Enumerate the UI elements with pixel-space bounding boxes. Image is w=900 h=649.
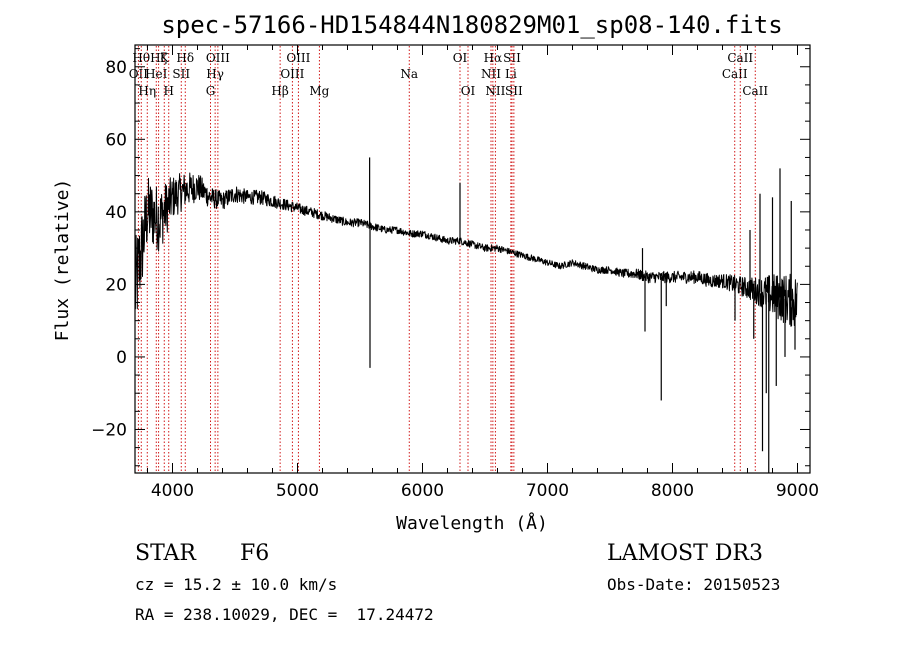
line-marker-label-0: OII	[129, 67, 149, 81]
line-marker-label-3: HeI	[145, 67, 168, 81]
line-marker-label-21: NII	[485, 84, 505, 98]
line-marker-label-7: SII	[172, 67, 190, 81]
line-marker-label-14: OIII	[286, 51, 310, 65]
x-tick-label-0: 4000	[151, 481, 194, 501]
x-tick-label-2: 6000	[401, 481, 444, 501]
y-tick-label-4: 60	[105, 130, 127, 150]
line-marker-label-25: CaII	[722, 67, 748, 81]
line-marker-label-12: Hβ	[271, 84, 288, 98]
line-marker-label-8: Hδ	[176, 51, 194, 65]
line-marker-label-6: H	[164, 84, 174, 98]
y-tick-label-3: 40	[105, 203, 127, 223]
line-marker-label-9: G	[206, 84, 216, 98]
line-marker-label-1: Hθ	[132, 51, 150, 65]
x-tick-label-1: 5000	[276, 481, 319, 501]
line-marker-label-24: SII	[505, 84, 523, 98]
axis-ticks: 4000 5000 6000 7000 8000 9000 −20 0 20 40 60 80	[91, 45, 819, 501]
line-marker-label-17: OI	[453, 51, 468, 65]
y-tick-label-2: 20	[105, 275, 127, 295]
line-marker-label-11: OIII	[206, 51, 230, 65]
line-marker-label-20: Hα	[484, 51, 503, 65]
class-label: STAR	[135, 541, 197, 566]
x-tick-label-5: 9000	[776, 481, 819, 501]
line-marker-label-19: NII	[481, 67, 501, 81]
line-marker-label-10: Hγ	[206, 67, 224, 81]
y-tick-label-0: −20	[91, 420, 127, 440]
x-tick-label-4: 8000	[651, 481, 694, 501]
plot-frame	[134, 44, 811, 474]
cz-text: cz = 15.2 ± 10.0 km/s	[135, 575, 337, 594]
line-marker-label-18: OI	[461, 84, 476, 98]
obs-date-text: Obs-Date: 20150523	[607, 575, 780, 594]
line-marker-label-2: Hη	[138, 84, 156, 98]
spectrum-line	[134, 172, 798, 327]
line-marker-label-4: Hζ	[150, 51, 167, 65]
radec-text: RA = 238.10029, DEC = 17.24472	[135, 605, 434, 624]
x-axis-label: Wavelength (Å)	[396, 512, 548, 534]
spectrum-group	[134, 157, 798, 473]
y-axis-label: Flux (relative)	[52, 179, 73, 342]
line-marker-label-26: CaII	[727, 51, 753, 65]
line-marker-label-5: K	[160, 51, 170, 65]
y-tick-label-1: 0	[116, 348, 127, 368]
line-marker-label-22: Li	[505, 67, 517, 81]
line-marker-label-13: OIII	[280, 67, 304, 81]
y-tick-label-5: 80	[105, 58, 127, 78]
chart-title: spec-57166-HD154844N180829M01_sp08-140.f…	[161, 11, 782, 39]
subclass-label: F6	[240, 541, 269, 566]
line-marker-label-23: SII	[503, 51, 521, 65]
line-marker-label-16: Na	[400, 67, 418, 81]
line-marker-label-15: Mg	[309, 84, 329, 98]
survey-label: LAMOST DR3	[607, 541, 763, 566]
line-marker-label-27: CaII	[742, 84, 768, 98]
line-marker-group: OII Hθ Hη HeI HζK H SII Hδ G Hγ OIII Hβ OIII OIII Mg Na…	[129, 46, 768, 472]
x-tick-label-3: 7000	[526, 481, 569, 501]
